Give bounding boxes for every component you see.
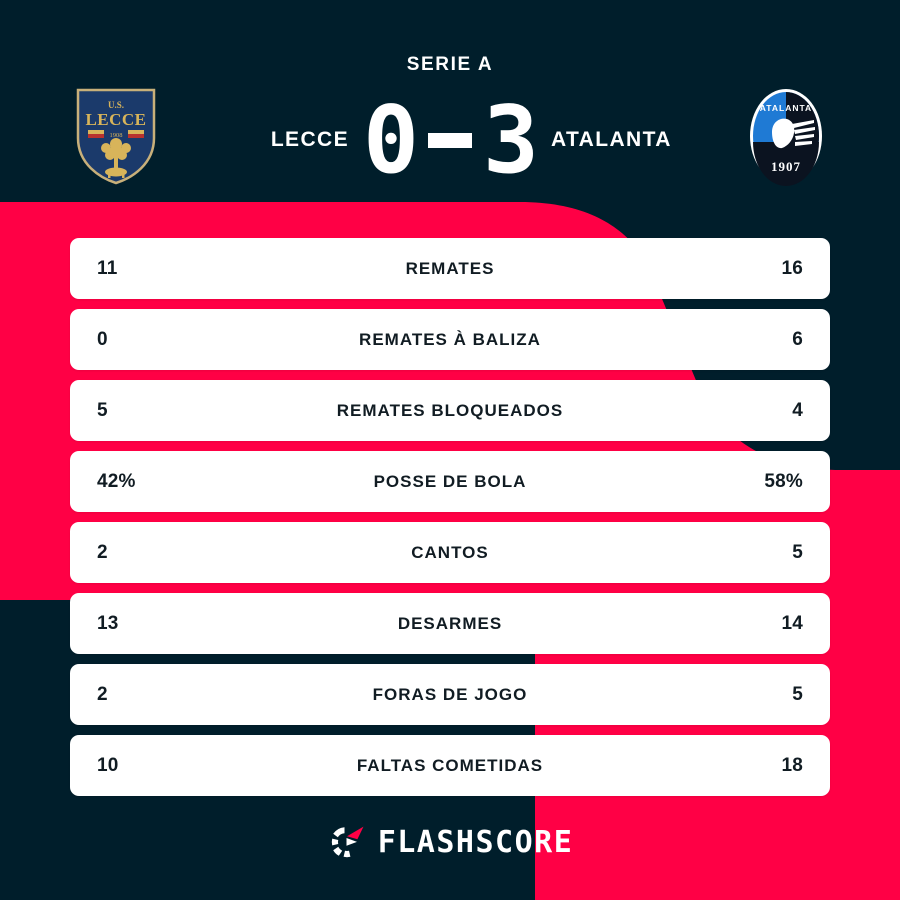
stat-away-value: 5 xyxy=(792,541,803,563)
stat-label: REMATES À BALIZA xyxy=(359,329,541,349)
table-row: 10 FALTAS COMETIDAS 18 xyxy=(70,735,830,796)
stat-label: REMATES BLOQUEADOS xyxy=(336,400,564,420)
stat-away-value: 5 xyxy=(792,683,803,705)
atalanta-crest-year: 1907 xyxy=(771,159,801,174)
lecce-crest-icon: U.S. LECCE 1908 xyxy=(76,88,156,185)
stat-label: DESARMES xyxy=(397,613,503,633)
table-row: 42% POSSE DE BOLA 58% xyxy=(70,451,830,512)
scoreline: LECCE 0 3 ATALANTA xyxy=(0,85,900,194)
stat-away-value: 14 xyxy=(781,612,803,634)
stat-home-value: 13 xyxy=(97,612,119,634)
table-row: 11 REMATES 16 xyxy=(70,238,830,299)
stat-home-value: 11 xyxy=(97,257,118,279)
lecce-crest-initials: U.S. xyxy=(108,100,124,110)
table-row: 13 DESARMES 14 xyxy=(70,593,830,654)
stat-home-value: 5 xyxy=(97,399,108,421)
stat-label: POSSE DE BOLA xyxy=(373,471,527,491)
score: 0 3 xyxy=(363,85,539,194)
flashscore-wordmark: FLASHSCORE xyxy=(377,824,574,860)
stat-home-value: 10 xyxy=(97,754,119,776)
away-score: 3 xyxy=(483,85,539,194)
stat-label: FALTAS COMETIDAS xyxy=(356,755,544,775)
table-row: 0 REMATES À BALIZA 6 xyxy=(70,309,830,370)
match-header: SERIE A U.S. LECCE 1908 LECCE 0 3 ATALAN… xyxy=(0,0,900,202)
atalanta-crest-icon: ATALANTA 1907 xyxy=(750,89,822,186)
stat-home-value: 42% xyxy=(97,470,136,492)
score-separator-icon xyxy=(428,132,472,148)
stat-label: CANTOS xyxy=(411,542,489,562)
stat-away-value: 6 xyxy=(792,328,803,350)
match-statistics: 11 REMATES 16 0 REMATES À BALIZA 6 5 REM… xyxy=(0,238,900,796)
away-team-name: ATALANTA xyxy=(551,128,672,151)
stat-home-value: 2 xyxy=(97,683,108,705)
atalanta-crest-name: ATALANTA xyxy=(760,103,812,113)
lecce-crest-name: LECCE xyxy=(85,110,146,129)
stat-home-value: 0 xyxy=(97,328,108,350)
stat-away-value: 4 xyxy=(792,399,803,421)
table-row: 2 CANTOS 5 xyxy=(70,522,830,583)
league-name: SERIE A xyxy=(406,54,494,75)
home-score: 0 xyxy=(363,85,419,194)
stat-away-value: 58% xyxy=(764,470,803,492)
home-team-name: LECCE xyxy=(270,128,349,151)
lecce-crest-year: 1908 xyxy=(110,132,123,139)
stat-away-value: 18 xyxy=(781,754,803,776)
stat-home-value: 2 xyxy=(97,541,108,563)
table-row: 2 FORAS DE JOGO 5 xyxy=(70,664,830,725)
stat-away-value: 16 xyxy=(781,257,803,279)
table-row: 5 REMATES BLOQUEADOS 4 xyxy=(70,380,830,441)
stat-label: REMATES xyxy=(405,258,495,278)
stat-label: FORAS DE JOGO xyxy=(372,684,528,704)
footer: FLASHSCORE xyxy=(0,822,900,862)
flashscore-logo-icon xyxy=(331,826,364,858)
